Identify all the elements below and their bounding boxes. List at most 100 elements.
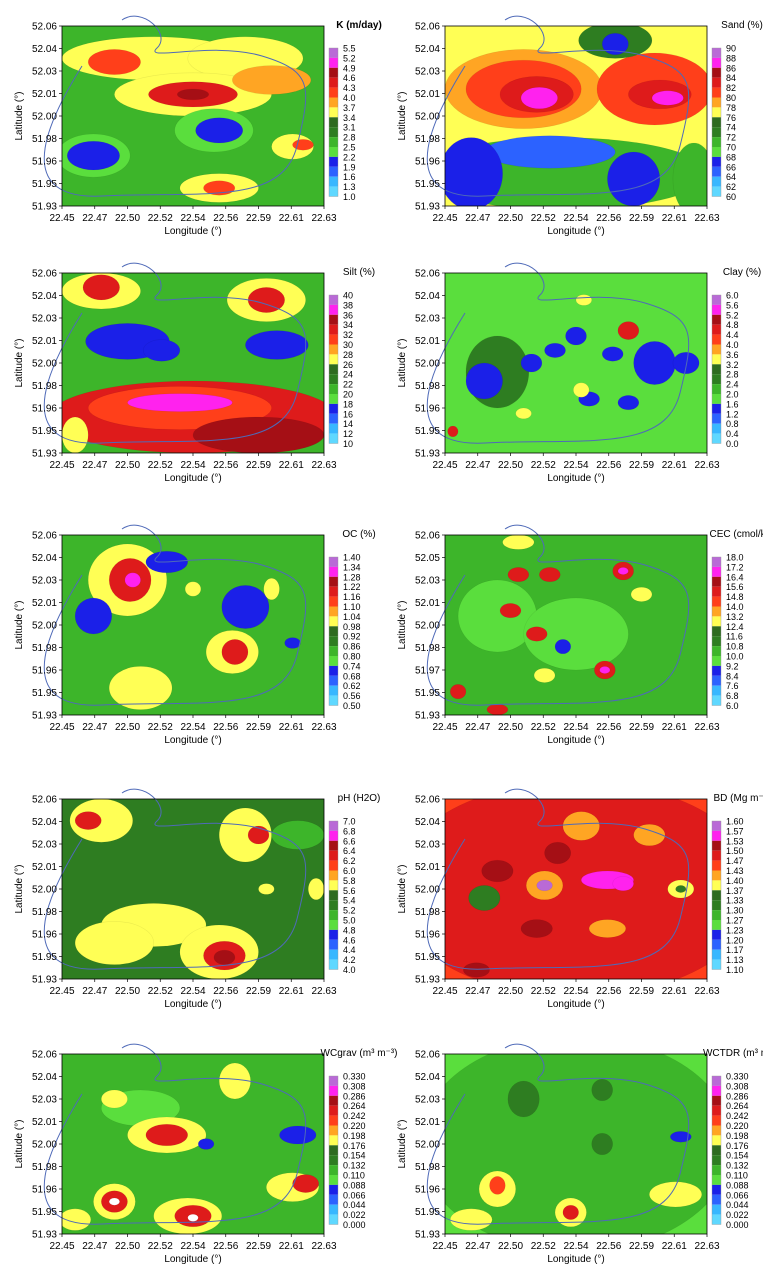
map-panel-7: 22.45 22.47 22.50 22.52 22.54 22.56 22.59 22.61… bbox=[14, 788, 380, 1010]
x-tick-label: 22.52 bbox=[148, 460, 173, 471]
x-tick-label: 22.59 bbox=[629, 722, 654, 733]
contour-region bbox=[523, 597, 629, 671]
y-tick-label: 52.01 bbox=[415, 1117, 440, 1128]
legend-swatch bbox=[712, 626, 721, 637]
legend-level-label: 2.2 bbox=[343, 152, 356, 162]
legend-swatch bbox=[712, 646, 721, 656]
y-tick-label: 51.96 bbox=[32, 157, 57, 168]
contour-region bbox=[463, 962, 490, 978]
legend-swatch bbox=[329, 186, 338, 197]
legend-swatch bbox=[329, 433, 338, 444]
x-tick-label: 22.56 bbox=[596, 722, 621, 733]
x-tick-label: 22.61 bbox=[662, 460, 687, 471]
y-tick-label: 51.96 bbox=[415, 1185, 440, 1196]
x-tick-label: 22.47 bbox=[465, 722, 490, 733]
x-tick-label: 22.63 bbox=[694, 1241, 719, 1252]
legend-level-label: 1.6 bbox=[726, 399, 739, 409]
y-tick-label: 51.95 bbox=[32, 1207, 57, 1218]
x-tick-label: 22.52 bbox=[531, 986, 556, 997]
x-axis-label: Longitude (°) bbox=[547, 999, 604, 1010]
y-tick-label: 52.00 bbox=[32, 885, 57, 896]
y-tick-label: 51.93 bbox=[415, 975, 440, 986]
y-tick-label: 51.95 bbox=[415, 688, 440, 699]
y-axis-label: Latitude (°) bbox=[397, 91, 408, 140]
legend-level-label: 6.8 bbox=[726, 691, 739, 701]
legend-swatch bbox=[712, 830, 721, 841]
contour-region bbox=[292, 139, 314, 151]
legend-level-label: 80 bbox=[726, 93, 736, 103]
legend-swatch bbox=[712, 364, 721, 375]
map-panel-10: 22.45 22.47 22.50 22.52 22.54 22.56 22.59 22.61… bbox=[397, 1043, 763, 1265]
contour-region bbox=[539, 567, 561, 583]
legend-swatch bbox=[712, 1076, 721, 1086]
study-area-boundary bbox=[43, 262, 307, 444]
legend-swatch bbox=[329, 97, 338, 108]
legend-level-label: 86 bbox=[726, 63, 736, 73]
legend-level-label: 3.2 bbox=[726, 360, 739, 370]
contour-region bbox=[127, 393, 233, 412]
x-tick-label: 22.63 bbox=[311, 986, 336, 997]
legend-level-label: 0.088 bbox=[726, 1180, 749, 1190]
y-tick-label: 52.03 bbox=[415, 67, 440, 78]
legend-swatch bbox=[712, 890, 721, 901]
x-tick-label: 22.56 bbox=[213, 460, 238, 471]
legend-level-label: 12 bbox=[343, 429, 353, 439]
contour-map bbox=[445, 535, 707, 715]
legend-level-label: 7.6 bbox=[726, 681, 739, 691]
y-tick-label: 51.95 bbox=[32, 688, 57, 699]
legend-swatch bbox=[712, 137, 721, 147]
contour-region bbox=[601, 346, 624, 362]
x-tick-label: 22.61 bbox=[279, 986, 304, 997]
y-tick-label: 52.03 bbox=[32, 840, 57, 851]
x-tick-label: 22.45 bbox=[49, 986, 74, 997]
y-tick-label: 52.01 bbox=[32, 89, 57, 100]
y-tick-label: 51.93 bbox=[32, 975, 57, 986]
x-tick-label: 22.61 bbox=[662, 1241, 687, 1252]
legend-swatch bbox=[712, 374, 721, 385]
y-tick-label: 51.98 bbox=[415, 134, 440, 145]
legend-level-label: 3.6 bbox=[726, 350, 739, 360]
y-tick-label: 51.96 bbox=[415, 157, 440, 168]
y-tick-label: 52.00 bbox=[415, 1140, 440, 1151]
legend-swatch bbox=[329, 295, 338, 305]
legend-swatch bbox=[329, 166, 338, 177]
legend-frame bbox=[711, 47, 722, 197]
x-tick-label: 22.47 bbox=[82, 213, 107, 224]
y-tick-label: 52.01 bbox=[415, 862, 440, 873]
legend-title: Sand (%) bbox=[721, 20, 763, 31]
legend-swatch bbox=[712, 344, 721, 355]
legend-level-label: 5.5 bbox=[343, 44, 356, 54]
legend-swatch bbox=[712, 840, 721, 851]
contour-region bbox=[108, 666, 173, 710]
legend-level-label: 1.40 bbox=[726, 876, 744, 886]
legend-level-label: 6.4 bbox=[343, 846, 356, 856]
legend-swatch bbox=[329, 850, 338, 861]
legend-swatch bbox=[329, 1095, 338, 1106]
legend-swatch bbox=[712, 77, 721, 88]
legend-swatch bbox=[712, 665, 721, 676]
y-tick-label: 52.04 bbox=[32, 44, 57, 55]
contour-region bbox=[562, 1204, 579, 1220]
legend-swatch bbox=[712, 1115, 721, 1126]
legend-level-label: 4.9 bbox=[343, 63, 356, 73]
legend-swatch bbox=[712, 1184, 721, 1195]
contour-region bbox=[672, 351, 700, 375]
legend-swatch bbox=[712, 850, 721, 861]
contour-region bbox=[573, 382, 590, 398]
legend-level-label: 12.4 bbox=[726, 622, 744, 632]
y-tick-label: 51.96 bbox=[32, 404, 57, 415]
legend-level-label: 4.3 bbox=[343, 83, 356, 93]
legend-swatch bbox=[329, 656, 338, 666]
y-tick-label: 52.00 bbox=[415, 112, 440, 123]
contour-region bbox=[507, 567, 530, 583]
y-tick-label: 51.98 bbox=[32, 1162, 57, 1173]
contour-region bbox=[520, 353, 543, 373]
x-tick-label: 22.47 bbox=[82, 722, 107, 733]
legend-title: Silt (%) bbox=[343, 267, 375, 278]
legend-level-label: 36 bbox=[343, 310, 353, 320]
legend-frame bbox=[328, 820, 339, 970]
study-area-boundary bbox=[426, 1043, 690, 1225]
legend-level-label: 5.0 bbox=[343, 916, 356, 926]
y-tick-label: 52.01 bbox=[415, 89, 440, 100]
x-tick-label: 22.45 bbox=[49, 722, 74, 733]
